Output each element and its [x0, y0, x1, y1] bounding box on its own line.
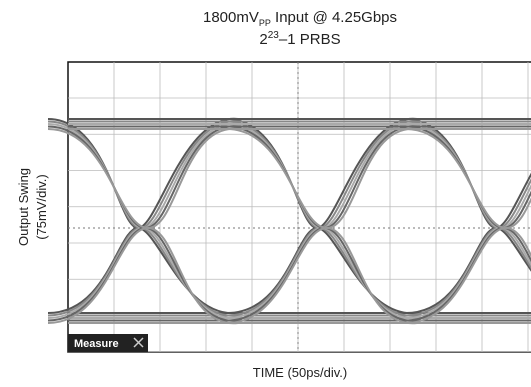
measure-button[interactable] — [68, 334, 148, 352]
title-line-2: 223–1 PRBS — [259, 30, 340, 48]
transition-fall — [226, 128, 418, 325]
title-rest: Input @ 4.25Gbps — [271, 9, 397, 26]
x-axis-label: TIME (50ps/div.) — [253, 365, 347, 380]
y-axis-label: Output Swing — [16, 168, 31, 246]
eye-traces — [47, 117, 531, 325]
title-superscript: 23 — [268, 30, 280, 41]
title-main: 1800mV — [203, 9, 259, 26]
close-icon[interactable] — [133, 337, 144, 348]
transition-fall — [47, 128, 239, 325]
title-line-1: 1800mVPP Input @ 4.25Gbps — [203, 9, 397, 28]
title-subscript: PP — [259, 18, 271, 28]
y-axis-label: (75mV/div.) — [34, 174, 49, 240]
transition-fall — [405, 128, 531, 258]
title-base: 2 — [259, 31, 267, 48]
measure-button-label: Measure — [74, 338, 119, 350]
title-rest-2: –1 PRBS — [279, 31, 341, 48]
